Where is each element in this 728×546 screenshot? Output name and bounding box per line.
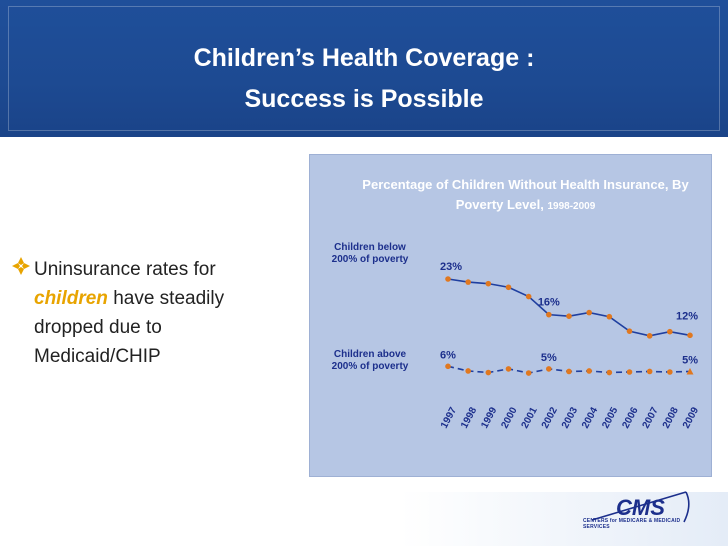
cms-logo-subtitle: CENTERS for MEDICARE & MEDICAID SERVICES [583, 518, 681, 530]
data-point-s0-5 [546, 311, 552, 318]
bullet-text-emphasis: children [34, 288, 108, 309]
data-point-s1-1 [465, 368, 471, 374]
x-tick-label-2008: 2008 [661, 405, 681, 430]
data-point-s1-8 [606, 369, 613, 376]
chart-panel: Percentage of Children Without Health In… [309, 154, 712, 477]
chart-title: Percentage of Children Without Health In… [350, 175, 701, 217]
data-point-s0-10 [646, 333, 653, 339]
data-point-s1-0 [445, 363, 451, 370]
bullet-text: Uninsurance rates for children have stead… [34, 255, 272, 371]
data-point-s0-11 [667, 328, 673, 335]
data-point-s1-12 [686, 367, 694, 375]
data-point-s0-7 [586, 309, 592, 316]
data-point-s1-10 [646, 368, 653, 375]
x-tick-label-1998: 1998 [459, 405, 479, 430]
data-point-s0-12 [687, 332, 693, 339]
data-label-s1-1: 5% [541, 352, 557, 364]
footer-band [0, 492, 728, 546]
data-point-s1-11 [667, 369, 673, 375]
data-point-s0-0 [445, 276, 451, 282]
slide-title-line1: Children’s Health Coverage : [193, 44, 535, 72]
series-label-above-line1: Children above [333, 349, 407, 360]
series-label-below-line1: Children below [334, 242, 406, 253]
chart-title-main: Percentage of Children Without Health In… [362, 177, 689, 212]
cms-logo-text: CMS [616, 495, 665, 520]
x-tick-label-2005: 2005 [600, 405, 620, 430]
data-label-s1-2: 5% [682, 354, 698, 366]
series-label-below-line2: 200% of poverty [331, 254, 409, 265]
x-tick-label-2007: 2007 [641, 405, 661, 430]
cms-logo-icon: CMS [591, 491, 690, 523]
x-tick-label-2009: 2009 [681, 405, 701, 430]
data-point-s0-6 [566, 313, 572, 319]
bullet-point: Uninsurance rates for children have stead… [12, 255, 272, 371]
data-point-s1-5 [546, 366, 552, 372]
x-tick-label-2004: 2004 [580, 405, 600, 430]
slide-title-line2: Success is Possible [244, 85, 484, 113]
slide-header: Children’s Health Coverage : Success is … [0, 0, 728, 139]
x-tick-label-2003: 2003 [560, 405, 580, 430]
data-point-s0-4 [525, 293, 532, 300]
data-point-s0-1 [465, 279, 471, 285]
x-tick-label-2006: 2006 [620, 405, 640, 430]
data-point-s0-9 [626, 328, 633, 334]
data-label-s0-0: 23% [440, 261, 462, 273]
series-line-0 [447, 278, 691, 337]
x-tick-label-2002: 2002 [540, 405, 560, 430]
x-tick-label-2001: 2001 [520, 405, 540, 430]
data-point-s0-2 [485, 280, 492, 287]
data-point-s0-3 [505, 284, 512, 291]
data-point-s0-8 [606, 313, 613, 320]
series-label-below: Children below 200% of poverty [320, 242, 420, 266]
line-chart: 23%16%12%6% 5% 5%1997 1998 1999 2000 2001 2002 2… [439, 261, 701, 430]
bullet-text-post: have steadily dropped due to Medicaid/CH… [34, 288, 225, 367]
data-point-s1-2 [485, 369, 492, 376]
series-label-above: Children above 200% of poverty [320, 349, 420, 373]
data-point-s1-4 [525, 370, 532, 376]
series-label-above-line2: 200% of poverty [331, 361, 409, 372]
slide-title: Children’s Health Coverage : Success is … [0, 38, 728, 120]
data-label-s0-2: 12% [676, 310, 698, 322]
x-tick-label-1999: 1999 [479, 405, 499, 430]
header-frame [8, 6, 720, 131]
data-point-s1-7 [586, 368, 592, 374]
data-point-s1-6 [566, 368, 572, 375]
data-label-s1-0: 6% [440, 349, 456, 361]
x-tick-label-2000: 2000 [499, 405, 519, 430]
bullet-text-pre: Uninsurance rates for [34, 259, 216, 280]
data-point-s1-3 [505, 366, 512, 372]
x-tick-label-1997: 1997 [439, 405, 459, 430]
data-point-s1-9 [626, 369, 633, 375]
chart-title-years: 1998-2009 [547, 201, 596, 212]
diamond-bullet-icon [12, 257, 30, 275]
data-label-s0-1: 16% [538, 297, 560, 309]
